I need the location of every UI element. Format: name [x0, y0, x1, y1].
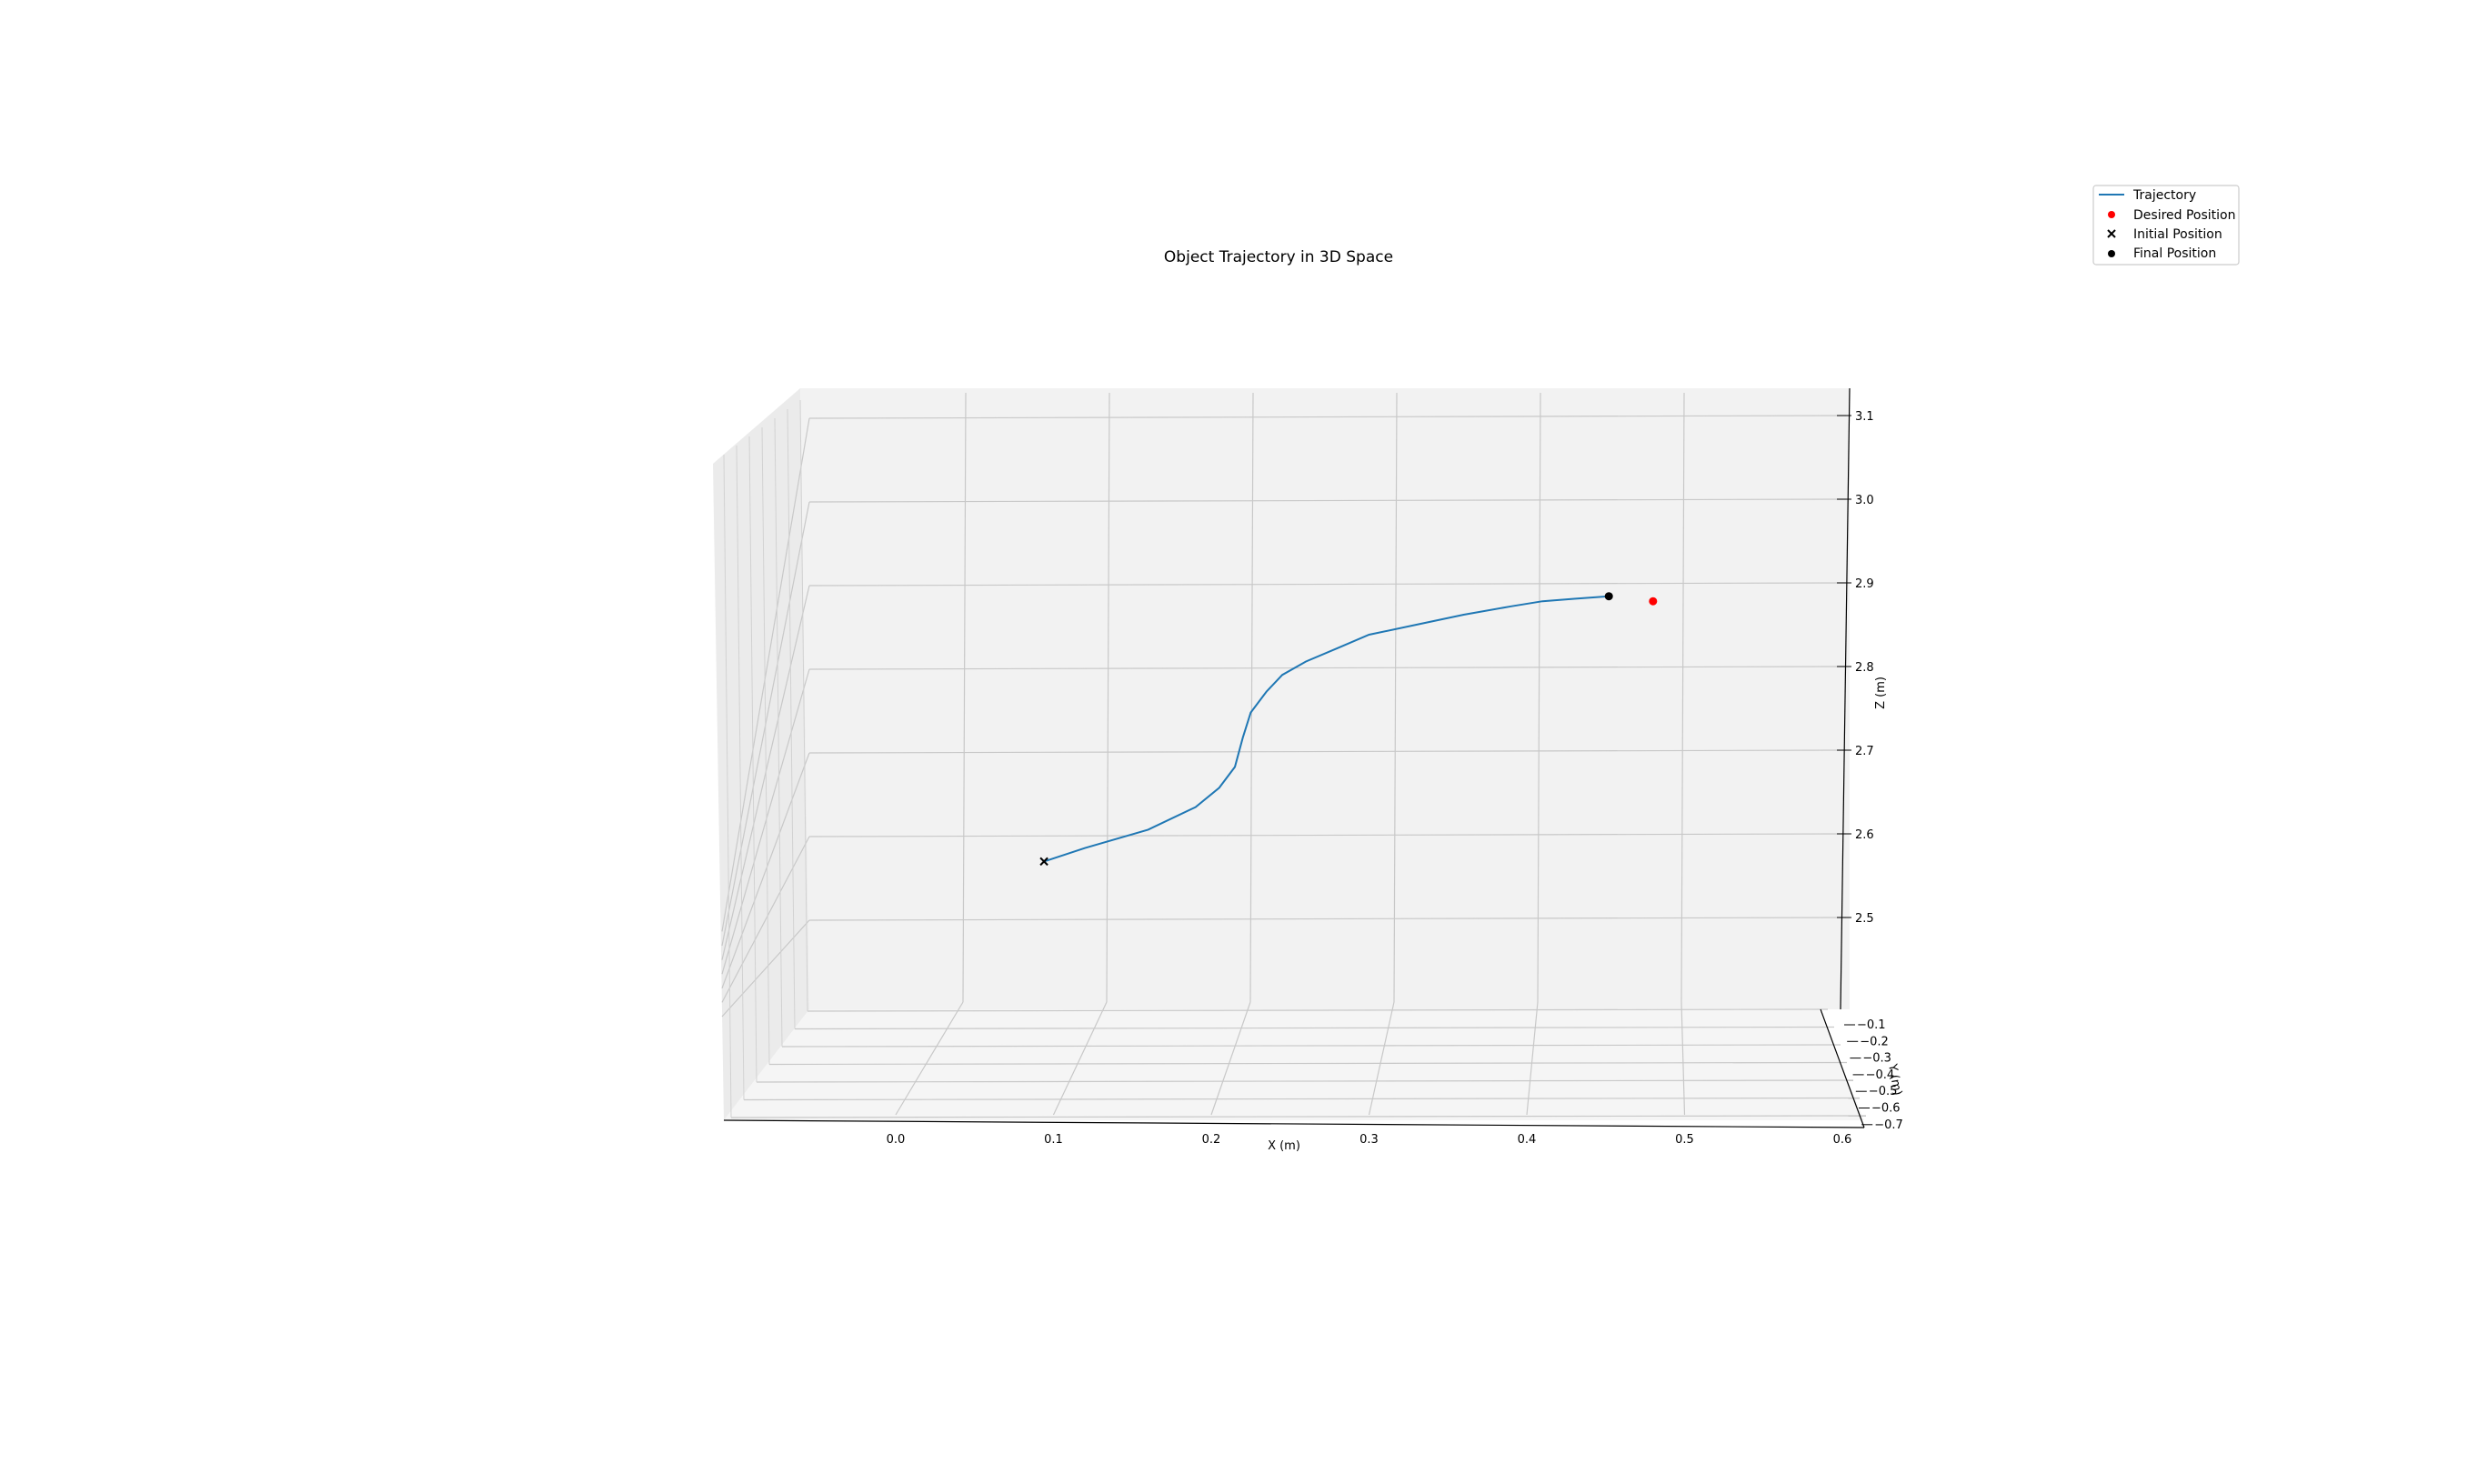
trajectory-line — [1043, 595, 1610, 863]
initial-marker-stroke — [1039, 857, 1048, 867]
grid-line-z-back — [808, 666, 1847, 670]
x-tick-label: 0.3 — [1359, 1133, 1379, 1147]
grid-line-z-side — [721, 417, 810, 932]
grid-line-z-back — [808, 749, 1847, 754]
grid-line-x-back — [1249, 392, 1254, 1003]
grid-line-y-side — [774, 417, 783, 1048]
grid-line-x-floor — [1052, 1001, 1108, 1116]
grid-line-y-floor — [781, 1044, 1841, 1048]
final-position-marker — [1604, 592, 1613, 601]
y-tick-label: −0.7 — [1874, 1118, 1903, 1132]
back-pane — [800, 388, 1850, 1009]
x-axis-line — [723, 1119, 1865, 1128]
side-pane — [713, 388, 809, 1120]
grid-line-y-side — [799, 399, 808, 1012]
grid-line-y-floor — [794, 1026, 1835, 1030]
grid-line-x-floor — [1368, 1001, 1395, 1116]
y-tick-label: −0.3 — [1862, 1052, 1891, 1066]
grid-line-x-floor — [1526, 1001, 1539, 1116]
grid-line-y-side — [748, 436, 757, 1083]
grid-line-y-floor — [756, 1079, 1854, 1083]
legend-trajectory-label: Trajectory — [2132, 188, 2196, 203]
legend: Trajectory Desired Position Initial Posi… — [2092, 185, 2240, 266]
axes-3d: 0.0 0.1 0.2 0.3 0.4 0.5 0.6 −0.1 −0.2 −0.3 −0.4 −0.… — [713, 387, 1903, 1147]
grid-line-x-back — [1393, 392, 1398, 1003]
legend-initial-stroke — [2107, 229, 2116, 238]
grid-line-z-back — [808, 582, 1847, 587]
z-axis-label: Z (m) — [1874, 677, 1888, 709]
floor-pane — [724, 1009, 1864, 1120]
legend-final-label: Final Position — [2133, 246, 2216, 261]
desired-position-marker — [1649, 597, 1658, 606]
tick-labels: 0.0 0.1 0.2 0.3 0.4 0.5 0.6 −0.1 −0.2 −0.3 −0.4 −0.… — [887, 410, 1903, 1147]
x-tick-label: 0.6 — [1833, 1133, 1852, 1147]
y-tick-label: −0.2 — [1860, 1035, 1889, 1048]
x-tick-label: 0.5 — [1675, 1133, 1694, 1147]
z-tick-label: 2.6 — [1855, 828, 1874, 842]
z-tick-label: 3.0 — [1855, 494, 1874, 507]
legend-desired-label: Desired Position — [2133, 208, 2236, 223]
chart-title: Object Trajectory in 3D Space — [1164, 248, 1393, 266]
y-tick-label: −0.1 — [1857, 1018, 1886, 1032]
x-tick-label: 0.1 — [1044, 1133, 1063, 1147]
legend-initial-label: Initial Position — [2133, 227, 2222, 242]
z-tick-label: 2.5 — [1855, 912, 1874, 926]
z-axis-line — [1840, 387, 1851, 1010]
grid-line-y-floor — [807, 1008, 1829, 1012]
grid-line-x-floor — [1680, 1001, 1686, 1116]
z-tick-label: 3.1 — [1855, 410, 1874, 424]
y-tick-label: −0.4 — [1866, 1068, 1895, 1082]
grid-line-x-back — [962, 392, 967, 1003]
grid-line-y-floor — [768, 1061, 1848, 1066]
grid-line-z-back — [808, 415, 1847, 419]
z-tick-label: 2.8 — [1855, 661, 1874, 675]
grid-line-y-side — [723, 454, 732, 1118]
plot-area — [1039, 592, 1658, 867]
grid-line-z-back — [808, 917, 1847, 921]
grid-line-z-side — [721, 752, 810, 989]
grid-lines — [721, 392, 1867, 1118]
y-tick-label: −0.5 — [1869, 1085, 1898, 1098]
grid-line-x-back — [1106, 392, 1110, 1003]
x-tick-label: 0.0 — [887, 1133, 906, 1147]
grid-line-z-back — [808, 833, 1847, 837]
y-axis-label: Y (m) — [1885, 1062, 1904, 1097]
axis-lines — [723, 387, 1865, 1128]
legend-final-swatch — [2108, 250, 2115, 257]
grid-line-y-side — [736, 445, 745, 1100]
grid-line-x-back — [1680, 392, 1685, 1003]
grid-line-y-floor — [743, 1097, 1861, 1101]
z-tick-label: 2.7 — [1855, 745, 1874, 758]
y-tick-label: −0.6 — [1871, 1102, 1901, 1116]
legend-desired-swatch — [2108, 211, 2115, 218]
grid-line-x-floor — [1210, 1001, 1251, 1116]
legend-initial-swatch — [2107, 229, 2116, 238]
grid-line-z-side — [721, 668, 810, 975]
axis-panes — [713, 388, 1864, 1120]
grid-line-y-side — [761, 426, 770, 1065]
grid-line-x-back — [1537, 392, 1541, 1003]
x-tick-label: 0.4 — [1518, 1133, 1537, 1147]
x-tick-label: 0.2 — [1202, 1133, 1221, 1147]
grid-line-z-side — [721, 836, 810, 1003]
legend-frame — [2092, 185, 2240, 266]
grid-line-x-floor — [895, 1001, 964, 1116]
grid-line-y-side — [787, 408, 796, 1029]
grid-line-z-back — [808, 498, 1847, 503]
grid-line-y-floor — [730, 1115, 1867, 1118]
y-axis-line — [1820, 1008, 1865, 1128]
grid-line-z-side — [721, 919, 810, 1018]
x-axis-label: X (m) — [1268, 1139, 1300, 1153]
z-tick-label: 2.9 — [1855, 577, 1874, 591]
initial-position-marker — [1039, 857, 1048, 867]
